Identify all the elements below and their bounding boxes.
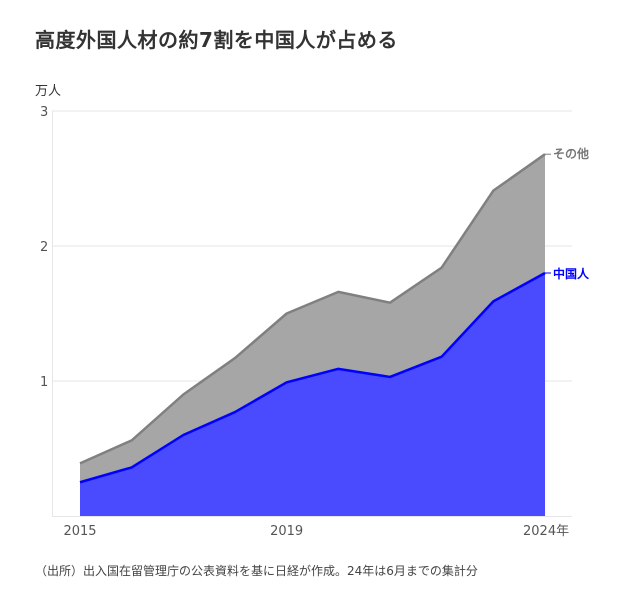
line-total	[79, 153, 546, 465]
x-tick-label: 2015	[63, 524, 96, 539]
x-tick-label: 2019	[270, 524, 303, 539]
y-tick-label: 3	[40, 105, 48, 120]
series-label-china: 中国人	[553, 266, 590, 281]
stacked-areas	[79, 153, 551, 516]
line-china	[79, 271, 546, 484]
area-other	[80, 154, 545, 483]
series-label-other: その他	[553, 146, 589, 161]
source-note: （出所）出入国在留管理庁の公表資料を基に日経が作成。24年は6月までの集計分	[35, 564, 478, 578]
area-china	[80, 273, 545, 516]
y-tick-label: 2	[40, 240, 48, 255]
axes: 1 2 3 2015 2019 2024年	[40, 105, 569, 539]
x-tick-label: 2024年	[523, 524, 569, 539]
chart-title: 高度外国人材の約7割を中国人が占める	[35, 28, 398, 52]
y-axis-unit: 万人	[35, 84, 62, 99]
y-tick-label: 1	[40, 375, 48, 390]
